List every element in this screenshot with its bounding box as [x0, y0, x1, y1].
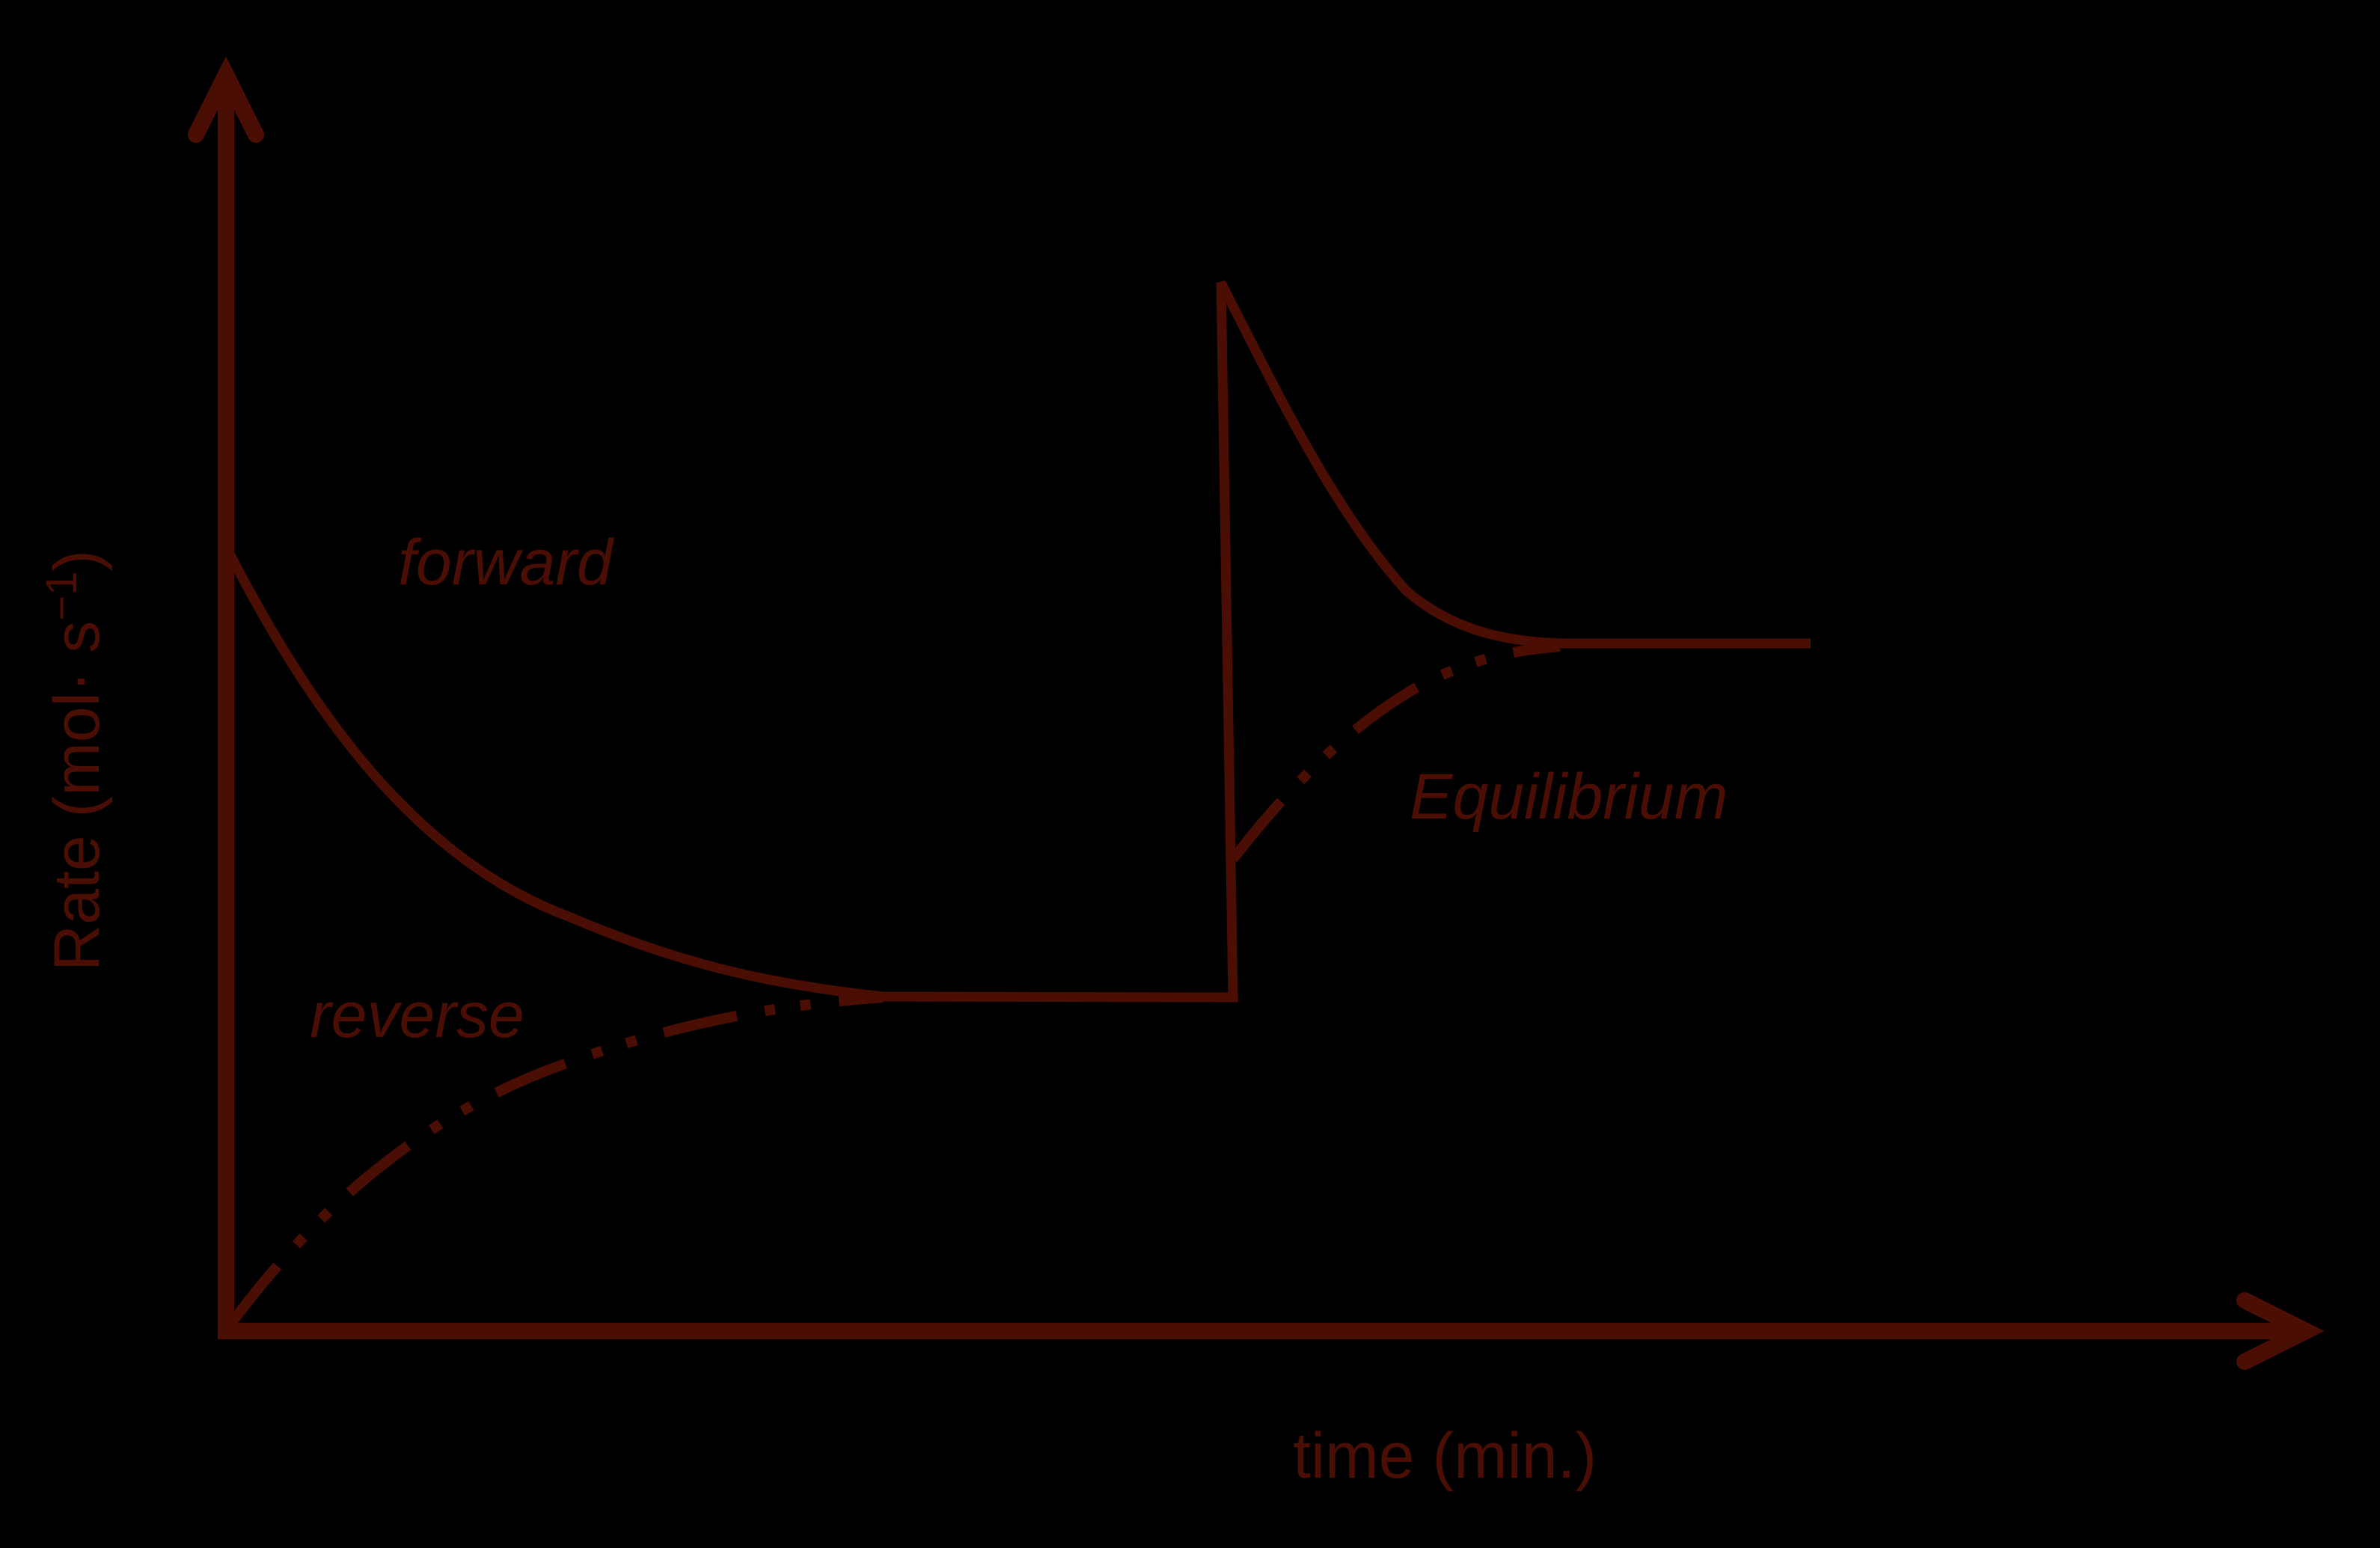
x-axis-arrow-icon: [2236, 1292, 2325, 1370]
y-axis-label: Rate (mol· s−1): [37, 550, 113, 971]
forward-label: forward: [398, 527, 615, 599]
y-axis-label-main: Rate (mol· s: [41, 621, 113, 971]
equilibrium-label: Equilibrium: [1410, 761, 1728, 833]
y-axis-arrow-icon: [188, 56, 264, 143]
y-axis-label-superscript: −1: [37, 572, 86, 621]
reverse-rate-curve-after-disturbance: [1229, 641, 1561, 863]
y-axis-label-close: ): [41, 550, 113, 572]
forward-rate-curve: [224, 281, 1811, 1003]
reverse-label: reverse: [310, 979, 524, 1051]
reverse-rate-curve-initial: [226, 992, 884, 1328]
x-axis-label: time (min.): [1293, 1420, 1597, 1492]
axes: [188, 56, 2325, 1370]
